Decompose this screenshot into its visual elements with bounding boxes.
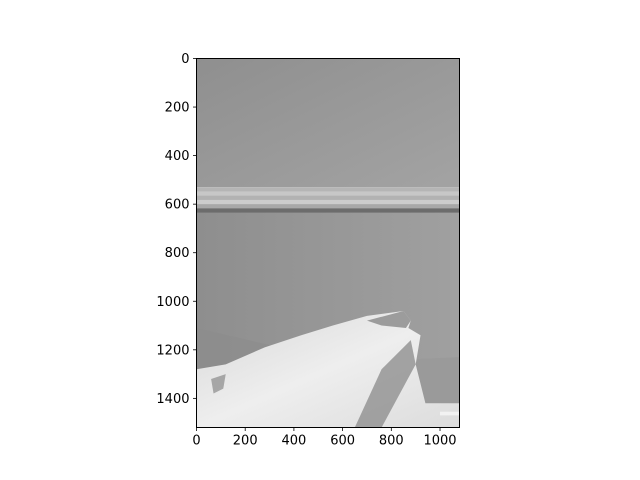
y-tick-label: 400 <box>165 149 190 164</box>
x-tick-label: 200 <box>233 434 258 449</box>
y-tick-label: 1200 <box>156 343 189 358</box>
y-tick-label: 0 <box>181 52 189 67</box>
x-tick-label: 0 <box>192 434 200 449</box>
molding-stripe <box>196 204 460 209</box>
molding-stripe <box>196 187 460 192</box>
axes-frame <box>196 58 460 428</box>
molding-stripe <box>196 208 460 213</box>
object-fold-shadow <box>354 340 416 428</box>
x-tick-label: 800 <box>379 434 404 449</box>
molding-stripe <box>196 199 460 205</box>
grayscale-image <box>196 58 460 428</box>
molding-stripe <box>196 195 460 201</box>
x-tick-label: 1000 <box>423 434 456 449</box>
upper-wall-region <box>196 58 460 188</box>
x-tick-label: 400 <box>281 434 306 449</box>
white-strip <box>440 411 460 416</box>
y-tick-label: 200 <box>165 101 190 116</box>
y-tick-label: 1000 <box>156 295 189 310</box>
y-tick-label: 1400 <box>156 392 189 407</box>
object-tip-shadow <box>366 310 411 328</box>
x-tick-label: 600 <box>330 434 355 449</box>
y-tick-label: 600 <box>165 198 190 213</box>
object-notch <box>211 374 226 394</box>
molding-stripe <box>196 191 460 196</box>
y-tick-label: 800 <box>165 246 190 261</box>
axes: 0 200 400 600 800 1000 0 200 400 600 800 1000 1200 14… <box>156 52 460 449</box>
